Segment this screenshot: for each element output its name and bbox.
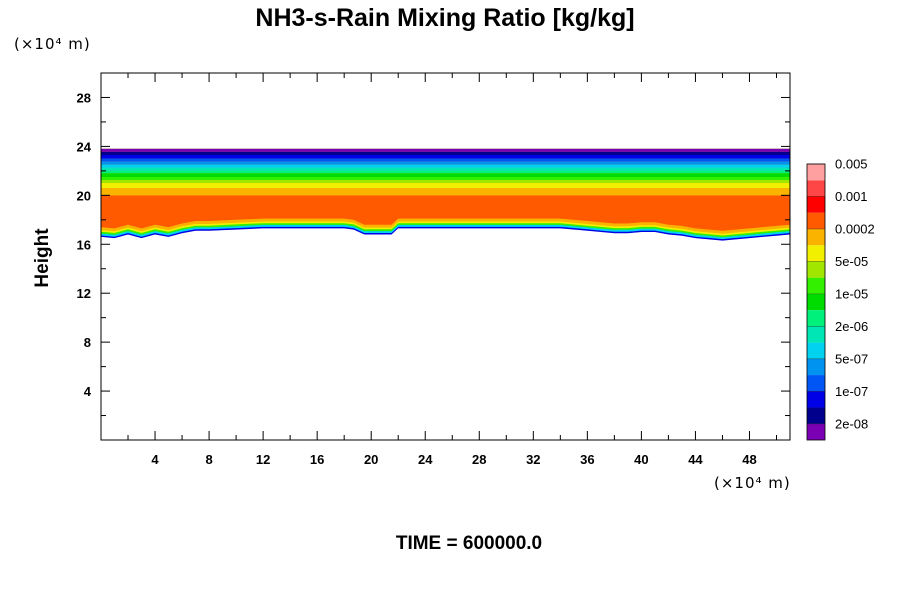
contour-layer — [101, 167, 790, 171]
time-footer: TIME = 600000.0 — [396, 533, 542, 554]
colorbar-swatch — [807, 358, 825, 376]
contour-layer — [101, 151, 790, 155]
colorbar-label: 2e-06 — [835, 319, 868, 334]
y-tick-label: 24 — [77, 139, 92, 154]
y-unit-label: (×10⁴ m) — [14, 35, 91, 53]
contour-layer — [101, 170, 790, 174]
y-tick-label: 8 — [84, 335, 91, 350]
x-tick-label: 36 — [580, 452, 594, 467]
contour-main-band — [101, 195, 790, 231]
colorbar-label: 1e-05 — [835, 286, 868, 301]
colorbar-swatch — [807, 423, 825, 440]
contour-layer — [101, 180, 790, 184]
y-tick-label: 4 — [84, 384, 92, 399]
contour-field — [101, 148, 790, 241]
colorbar-swatch — [807, 277, 825, 294]
colorbar-swatch — [807, 375, 825, 392]
y-tick-label: 12 — [77, 286, 91, 301]
x-tick-label: 4 — [151, 452, 159, 467]
x-tick-label: 48 — [742, 452, 756, 467]
colorbar-label: 0.005 — [835, 157, 868, 172]
colorbar-label: 5e-07 — [835, 351, 868, 366]
contour-layer — [101, 188, 790, 196]
y-tick-label: 16 — [77, 237, 91, 252]
contour-layer — [101, 173, 790, 177]
contour-layer — [101, 161, 790, 165]
y-axis-label: Height — [32, 228, 53, 288]
contour-layer — [101, 183, 790, 188]
y-tick-label: 28 — [77, 90, 91, 105]
x-unit-label: (×10⁴ m) — [714, 474, 791, 492]
colorbar-label: 0.001 — [835, 189, 868, 204]
colorbar-swatch — [807, 180, 825, 197]
x-tick-label: 28 — [472, 452, 486, 467]
contour-layer — [101, 177, 790, 181]
x-tick-label: 44 — [688, 452, 703, 467]
colorbar-swatch — [807, 261, 825, 278]
x-tick-label: 20 — [364, 452, 378, 467]
colorbar-label: 1e-07 — [835, 384, 868, 399]
colorbar-swatch — [807, 212, 825, 229]
contour-layer — [101, 158, 790, 162]
colorbar-swatch — [807, 293, 825, 311]
plot-frame — [100, 72, 791, 441]
chart-title: NH3-s-Rain Mixing Ratio [kg/kg] — [255, 4, 634, 32]
colorbar-swatch — [807, 342, 825, 359]
x-tick-label: 16 — [310, 452, 324, 467]
colorbar-swatch — [807, 196, 825, 213]
colorbar-swatch — [807, 245, 825, 262]
x-tick-label: 8 — [205, 452, 212, 467]
colorbar-swatch — [807, 164, 825, 181]
colorbar-label: 5e-05 — [835, 254, 868, 269]
colorbar: 2e-08 1e-07 5e-07 2e-06 1e-05 5e-05 0.0002 0.00… — [806, 157, 875, 441]
y-tick-label: 20 — [77, 188, 91, 203]
x-tick-label: 12 — [256, 452, 270, 467]
colorbar-swatch — [807, 391, 825, 408]
colorbar-label: 0.0002 — [835, 221, 875, 236]
colorbar-swatch — [807, 407, 825, 424]
colorbar-swatch — [807, 228, 825, 246]
x-tick-label: 40 — [634, 452, 648, 467]
contour-layer — [101, 148, 790, 152]
colorbar-swatch — [807, 310, 825, 327]
contour-layer — [101, 155, 790, 159]
colorbar-label: 2e-08 — [835, 416, 868, 431]
x-tick-label: 32 — [526, 452, 540, 467]
colorbar-swatch — [807, 326, 825, 343]
x-tick-label: 24 — [418, 452, 433, 467]
contour-layer — [101, 164, 790, 168]
